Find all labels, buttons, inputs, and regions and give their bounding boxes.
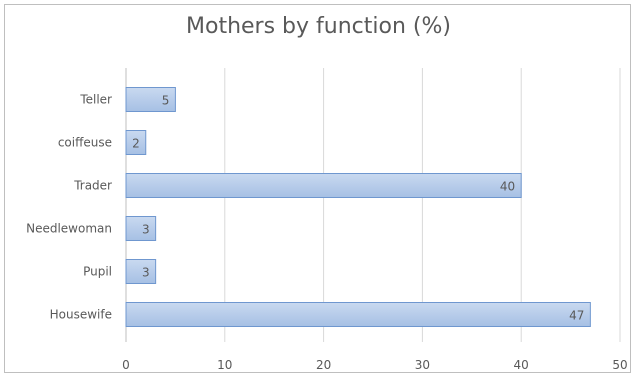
bar-housewife [125, 302, 591, 327]
x-tick-label-10: 10 [217, 358, 232, 372]
x-tick-label-40: 40 [514, 358, 529, 372]
category-label-needlewoman: Needlewoman [26, 222, 112, 236]
data-label-needlewoman: 3 [142, 223, 150, 237]
category-label-trader: Trader [73, 179, 112, 193]
data-label-housewife: 47 [569, 309, 584, 323]
bars [125, 87, 591, 327]
bar-pupil [125, 259, 157, 284]
x-tick-label-20: 20 [316, 358, 331, 372]
bar-trader [125, 173, 522, 198]
x-tick-label-30: 30 [415, 358, 430, 372]
labels: 0 10 20 30 40 50 Teller 5 coiffeuse 2 Trader 40 Need… [26, 93, 628, 373]
data-label-pupil: 3 [142, 266, 150, 280]
x-tick-label-50: 50 [612, 358, 627, 372]
data-label-coiffeuse: 2 [132, 137, 140, 151]
category-label-pupil: Pupil [83, 265, 112, 279]
x-tick-label-0: 0 [122, 358, 130, 372]
category-label-teller: Teller [79, 93, 112, 107]
chart-title: Mothers by function (%) [186, 14, 451, 39]
bar-coiffeuse [125, 130, 147, 155]
category-label-coiffeuse: coiffeuse [58, 136, 112, 150]
gridlines [125, 68, 621, 342]
data-label-teller: 5 [162, 94, 170, 108]
bar-needlewoman [125, 216, 157, 241]
bar-teller [125, 87, 176, 112]
category-label-housewife: Housewife [50, 308, 112, 322]
data-label-trader: 40 [500, 180, 515, 194]
